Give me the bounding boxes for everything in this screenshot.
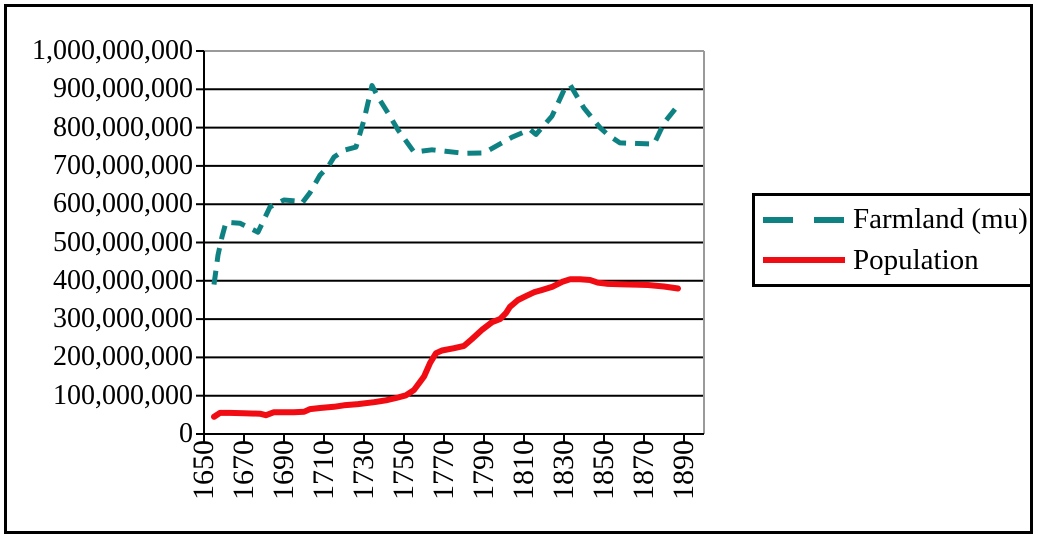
x-tick-label: 1790 bbox=[467, 440, 500, 500]
y-tick-label: 300,000,000 bbox=[53, 303, 193, 335]
y-tick-label: 800,000,000 bbox=[53, 111, 193, 143]
x-tick-label: 1730 bbox=[347, 440, 380, 500]
x-tick-label: 1650 bbox=[187, 440, 220, 500]
y-tick-label: 400,000,000 bbox=[53, 264, 193, 296]
x-tick-label: 1850 bbox=[587, 440, 620, 500]
y-tick-label: 1,000,000,000 bbox=[32, 35, 193, 66]
x-tick-label: 1870 bbox=[627, 440, 660, 500]
x-tick-label: 1670 bbox=[227, 440, 260, 500]
x-tick-label: 1710 bbox=[307, 440, 340, 500]
x-tick-label: 1830 bbox=[547, 440, 580, 500]
legend-item-population: Population bbox=[763, 244, 1030, 277]
y-tick-label: 900,000,000 bbox=[53, 73, 193, 105]
legend-item-farmland: Farmland (mu) bbox=[763, 203, 1030, 236]
legend-label-farmland: Farmland (mu) bbox=[853, 203, 1028, 236]
y-tick-label: 700,000,000 bbox=[53, 149, 193, 181]
x-tick-label: 1890 bbox=[667, 440, 700, 500]
x-tick-label: 1770 bbox=[427, 440, 460, 500]
series-line-population bbox=[211, 276, 681, 420]
y-tick-label: 0 bbox=[179, 418, 193, 449]
x-tick-label: 1810 bbox=[507, 440, 540, 500]
y-tick-label: 200,000,000 bbox=[53, 341, 193, 373]
series-line-farmland-mu bbox=[211, 82, 680, 285]
legend-label-population: Population bbox=[853, 243, 979, 276]
y-tick-label: 500,000,000 bbox=[53, 226, 193, 258]
farmland-dashed-line-icon bbox=[763, 216, 845, 223]
y-tick-label: 100,000,000 bbox=[53, 379, 193, 411]
y-tick-label: 600,000,000 bbox=[53, 188, 193, 220]
population-solid-line-icon bbox=[763, 257, 845, 264]
legend: Farmland (mu) Population bbox=[752, 193, 1033, 287]
x-tick-label: 1690 bbox=[267, 440, 300, 500]
x-tick-label: 1750 bbox=[387, 440, 420, 500]
